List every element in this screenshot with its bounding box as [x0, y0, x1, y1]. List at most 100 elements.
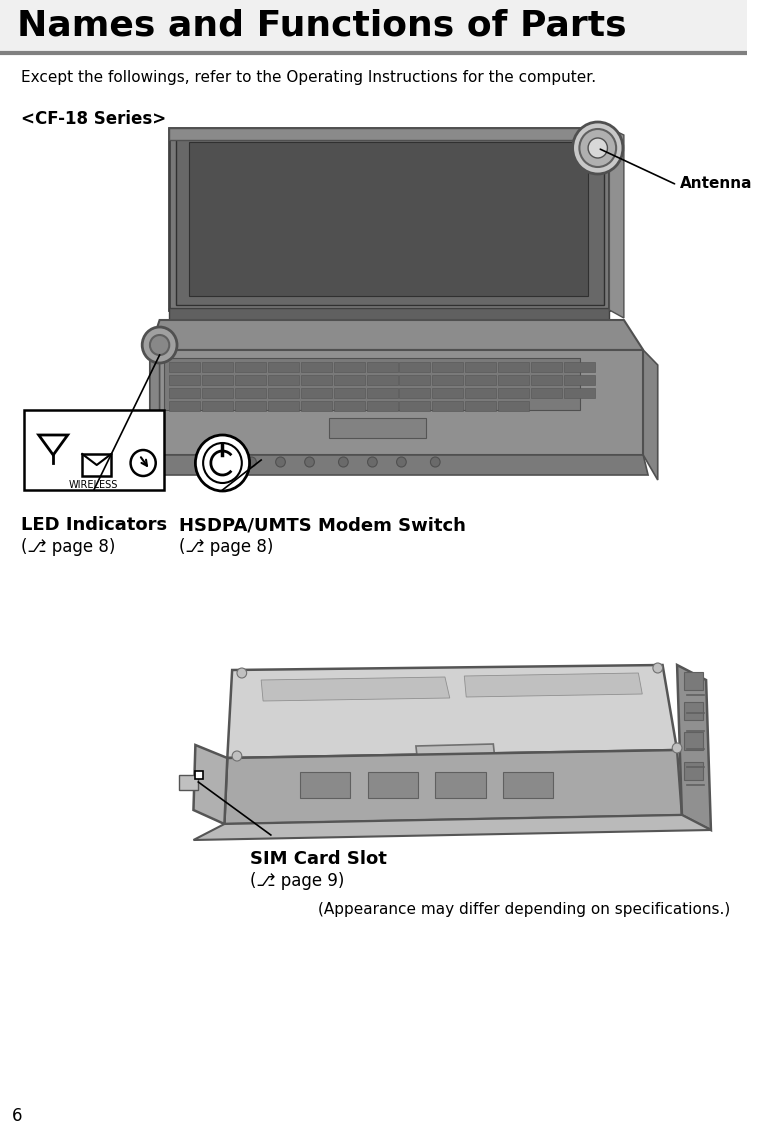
Circle shape [653, 664, 662, 673]
Circle shape [203, 443, 242, 483]
Circle shape [397, 457, 406, 467]
Polygon shape [235, 388, 266, 399]
Polygon shape [432, 362, 463, 372]
Polygon shape [466, 375, 496, 385]
Polygon shape [334, 375, 364, 385]
Polygon shape [188, 142, 588, 296]
Text: (⎇ page 8): (⎇ page 8) [179, 538, 273, 556]
Polygon shape [466, 388, 496, 399]
Bar [300, 772, 350, 798]
Polygon shape [466, 362, 496, 372]
Polygon shape [225, 750, 682, 825]
Polygon shape [432, 401, 463, 411]
Bar [329, 418, 425, 439]
Polygon shape [202, 388, 233, 399]
Polygon shape [367, 388, 398, 399]
Polygon shape [399, 362, 431, 372]
Text: HSDPA/UMTS Modem Switch: HSDPA/UMTS Modem Switch [179, 516, 466, 534]
Circle shape [305, 457, 314, 467]
Circle shape [195, 435, 249, 491]
Polygon shape [301, 401, 332, 411]
Circle shape [237, 668, 246, 678]
Polygon shape [399, 401, 431, 411]
Polygon shape [301, 388, 332, 399]
Polygon shape [150, 349, 160, 471]
Polygon shape [169, 401, 200, 411]
Polygon shape [235, 362, 266, 372]
Polygon shape [432, 375, 463, 385]
Polygon shape [432, 388, 463, 399]
Polygon shape [466, 401, 496, 411]
Circle shape [573, 122, 623, 174]
Bar [503, 772, 554, 798]
Polygon shape [169, 308, 609, 320]
Polygon shape [677, 665, 711, 830]
Polygon shape [564, 388, 595, 399]
Text: Antenna: Antenna [680, 176, 753, 191]
Polygon shape [498, 401, 529, 411]
Text: LED Indicators: LED Indicators [22, 516, 168, 534]
Polygon shape [498, 388, 529, 399]
Polygon shape [145, 455, 648, 475]
Polygon shape [334, 362, 364, 372]
Polygon shape [498, 362, 529, 372]
Bar [82, 455, 111, 476]
Circle shape [672, 743, 682, 753]
Polygon shape [202, 401, 233, 411]
Polygon shape [261, 677, 450, 701]
Polygon shape [150, 320, 643, 349]
Text: (⎇ page 8): (⎇ page 8) [22, 538, 116, 556]
Polygon shape [464, 673, 642, 697]
Circle shape [431, 457, 440, 467]
Bar [684, 671, 703, 690]
Bar [684, 732, 703, 750]
Polygon shape [531, 362, 562, 372]
Circle shape [246, 457, 256, 467]
Polygon shape [268, 362, 299, 372]
Text: SIM Card Slot: SIM Card Slot [249, 850, 387, 868]
Polygon shape [202, 375, 233, 385]
Polygon shape [227, 665, 677, 758]
Polygon shape [416, 743, 495, 764]
Polygon shape [268, 401, 299, 411]
Polygon shape [268, 388, 299, 399]
Polygon shape [367, 375, 398, 385]
Polygon shape [498, 375, 529, 385]
Polygon shape [334, 388, 364, 399]
Bar [195, 771, 203, 779]
Polygon shape [367, 401, 398, 411]
Polygon shape [235, 375, 266, 385]
Text: 6: 6 [12, 1107, 22, 1125]
Polygon shape [399, 375, 431, 385]
Bar [367, 772, 418, 798]
Bar [684, 702, 703, 719]
Polygon shape [169, 362, 200, 372]
Polygon shape [176, 132, 604, 305]
Circle shape [339, 457, 348, 467]
Circle shape [232, 751, 242, 761]
Bar [684, 762, 703, 780]
Circle shape [367, 457, 378, 467]
Bar [0, 0, 747, 53]
Polygon shape [609, 128, 624, 317]
Circle shape [276, 457, 286, 467]
Polygon shape [531, 388, 562, 399]
Polygon shape [194, 745, 227, 825]
Polygon shape [334, 401, 364, 411]
Polygon shape [564, 362, 595, 372]
Bar [24, 410, 164, 490]
Polygon shape [643, 349, 658, 480]
Polygon shape [367, 362, 398, 372]
Circle shape [580, 129, 616, 167]
Polygon shape [268, 375, 299, 385]
Polygon shape [169, 128, 609, 140]
Bar [435, 772, 486, 798]
Polygon shape [150, 349, 643, 455]
Circle shape [142, 327, 177, 363]
Polygon shape [235, 401, 266, 411]
Polygon shape [169, 128, 609, 309]
Text: (Appearance may differ depending on specifications.): (Appearance may differ depending on spec… [318, 902, 730, 917]
Polygon shape [301, 375, 332, 385]
Text: <CF-18 Series>: <CF-18 Series> [22, 110, 167, 128]
Polygon shape [564, 375, 595, 385]
